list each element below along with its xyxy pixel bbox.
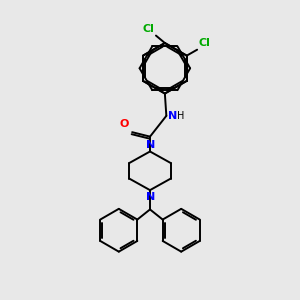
Text: N: N: [146, 192, 155, 202]
Text: O: O: [119, 119, 129, 129]
Text: N: N: [146, 140, 155, 150]
Text: N: N: [168, 111, 177, 121]
Text: Cl: Cl: [199, 38, 211, 48]
Text: Cl: Cl: [142, 24, 154, 34]
Text: H: H: [177, 111, 184, 121]
